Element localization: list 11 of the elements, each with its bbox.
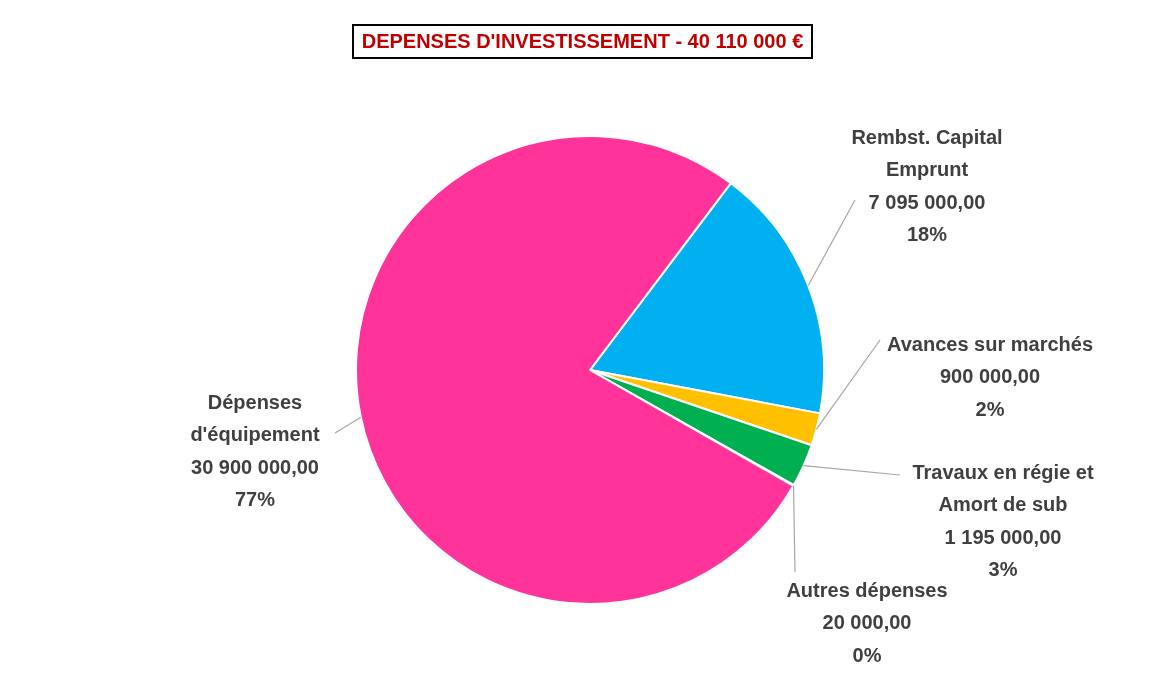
data-label: 30 900 000,00 77%	[191, 455, 319, 511]
slice-label: Rembst. Capital Emprunt	[851, 125, 1003, 181]
data-label: 20 000,00 0%	[822, 611, 912, 666]
slice-label: Travaux en régie et Amort de sub	[912, 460, 1094, 516]
data-label: 1 195 000,00 3%	[944, 525, 1062, 581]
slice-label: Dépenses d'équipement	[190, 390, 320, 446]
data-label: 900 000,00 2%	[939, 365, 1041, 420]
data-label: 7 095 000,00 18%	[868, 190, 986, 246]
slice-label: Autres dépenses	[786, 578, 948, 601]
chart-title: DEPENSES D'INVESTISSEMENT - 40 110 000 €	[351, 24, 814, 59]
slice-label: Avances sur marchés	[886, 332, 1094, 355]
